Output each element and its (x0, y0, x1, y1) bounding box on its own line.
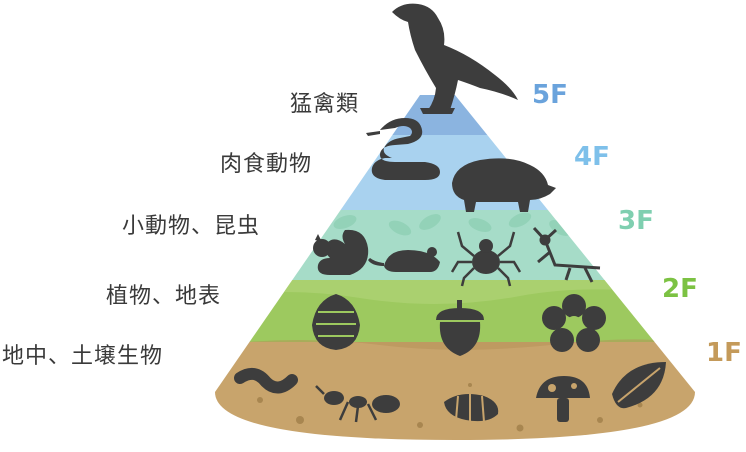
label-3f: 小動物、昆虫 (122, 214, 261, 239)
mouse-icon (368, 247, 440, 272)
mantis-icon (532, 226, 601, 283)
ant-icon (315, 385, 400, 423)
pinecone-icon (312, 294, 360, 350)
floor-3f: 3F (618, 206, 654, 236)
spider-icon (450, 231, 522, 287)
label-5f: 猛禽類 (290, 92, 360, 117)
boar-icon (452, 158, 556, 212)
floor-2f: 2F (662, 274, 698, 304)
floor-4f: 4F (574, 142, 610, 172)
squirrel-icon (313, 229, 369, 275)
floor-5f: 5F (532, 80, 568, 110)
snake-icon (366, 118, 440, 180)
label-1f: 地中、土壌生物 (2, 344, 164, 369)
flower-icon (542, 294, 606, 352)
acorn-icon (436, 300, 484, 356)
floor-1f: 1F (706, 338, 742, 368)
grass-wave (215, 280, 695, 305)
worm-icon (234, 367, 298, 394)
larva-icon (444, 394, 499, 423)
mushroom-icon (536, 376, 590, 422)
label-2f: 植物、地表 (106, 284, 222, 309)
label-4f: 肉食動物 (220, 152, 313, 177)
tier-5f (215, 95, 695, 135)
leaf-icon (612, 362, 666, 409)
eagle-icon (392, 3, 518, 114)
